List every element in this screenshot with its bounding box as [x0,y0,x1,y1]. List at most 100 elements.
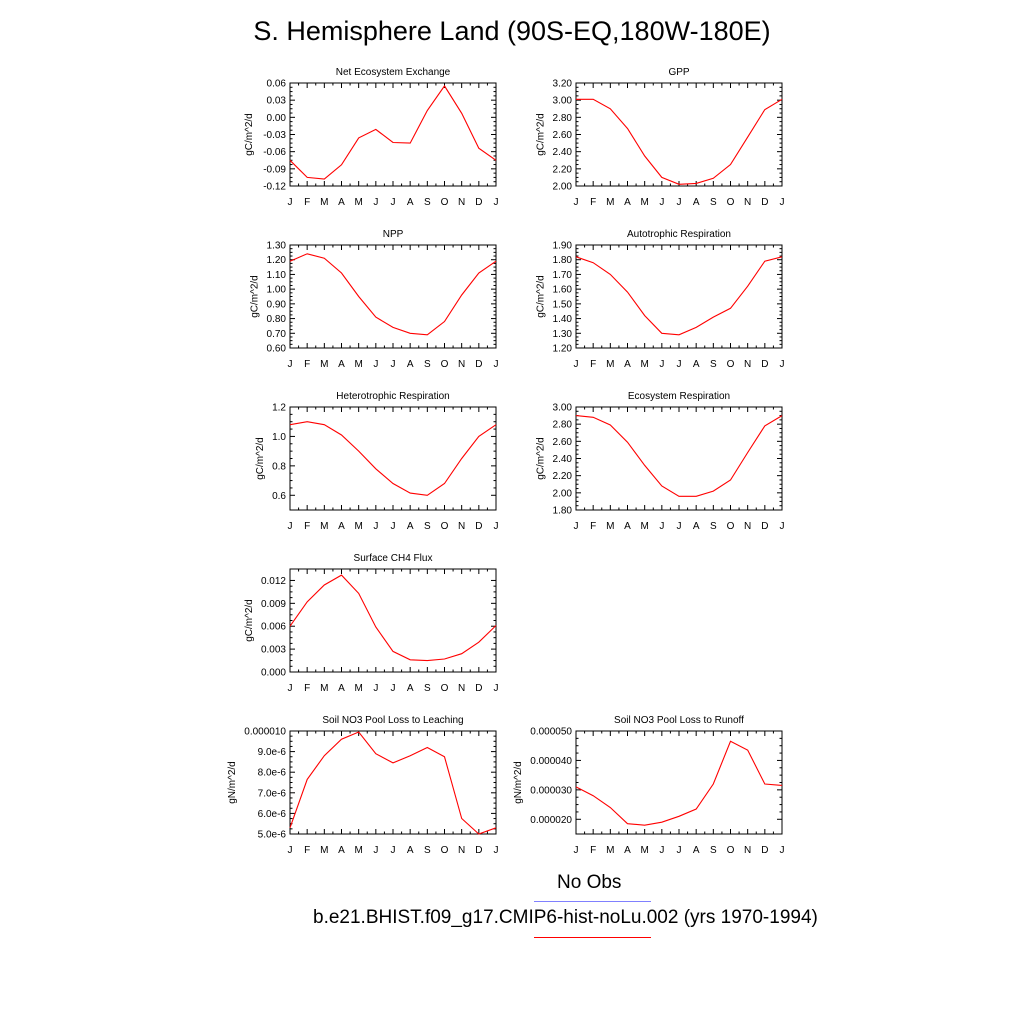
x-tick-label: J [677,521,682,532]
plot-frame [575,730,783,835]
x-tick-label: S [424,845,431,856]
x-tick-label: A [693,197,700,208]
x-tick-label: M [320,521,328,532]
x-tick-label: S [710,521,717,532]
x-tick-label: J [494,197,499,208]
x-tick-label: J [659,197,664,208]
x-tick-label: S [424,359,431,370]
y-tick-label: 1.20 [553,344,573,355]
y-tick-label: 3.00 [553,403,573,414]
y-axis-label: gN/m^2/d [227,761,238,804]
x-tick-label: S [710,197,717,208]
y-tick-label: 1.40 [553,314,573,325]
y-axis-label: gC/m^2/d [255,437,266,480]
x-tick-label: S [710,359,717,370]
series-line [576,98,783,185]
x-tick-label: J [677,359,682,370]
y-tick-label: 0.000010 [244,727,286,738]
x-tick-label: A [693,521,700,532]
x-tick-label: N [458,845,465,856]
x-tick-label: F [590,845,596,856]
y-tick-label: 1.0 [272,432,286,443]
y-tick-label: 0.000040 [530,756,572,767]
x-tick-label: J [373,521,378,532]
x-tick-label: A [338,521,345,532]
x-tick-label: J [391,197,396,208]
x-tick-label: J [780,521,785,532]
panel-title: Autotrophic Respiration [627,229,731,240]
y-tick-label: -0.03 [263,130,286,141]
series-line [575,256,783,336]
y-tick-label: 2.80 [553,113,573,124]
y-tick-label: 0.006 [261,622,286,633]
y-axis-label: gC/m^2/d [250,275,261,318]
plot-frame [289,406,497,511]
panel-title: Soil NO3 Pool Loss to Leaching [322,715,463,726]
y-tick-label: 2.40 [553,147,573,158]
y-tick-label: 0.000050 [530,727,572,738]
x-tick-label: A [693,845,700,856]
x-tick-label: O [727,521,735,532]
plot-frame [575,406,783,511]
plot-frame [289,244,497,349]
x-tick-label: J [288,521,293,532]
y-tick-label: -0.12 [263,182,286,193]
x-tick-label: M [640,359,648,370]
series-line [575,415,783,497]
y-tick-label: 2.00 [553,182,573,193]
y-tick-label: 0.000030 [530,785,572,796]
y-tick-label: 0.003 [261,645,286,656]
x-tick-label: F [304,683,310,694]
x-tick-label: J [288,197,293,208]
x-tick-label: M [606,845,614,856]
series-line [289,84,497,180]
x-tick-label: J [677,845,682,856]
y-tick-label: 1.10 [267,270,287,281]
y-tick-label: 0.03 [267,96,287,107]
panel-title: Net Ecosystem Exchange [336,67,451,78]
legend-run-line [534,937,651,938]
y-tick-label: 9.0e-6 [258,747,287,758]
x-tick-label: A [338,197,345,208]
x-tick-label: D [475,197,482,208]
x-tick-label: O [727,359,735,370]
panel-title: Ecosystem Respiration [628,391,730,402]
x-tick-label: F [590,197,596,208]
x-tick-label: M [606,197,614,208]
y-tick-label: 0.06 [267,79,287,90]
x-tick-label: J [391,683,396,694]
x-tick-label: J [288,359,293,370]
series-line [289,253,497,336]
plot-frame [575,244,783,349]
x-tick-label: J [494,845,499,856]
y-tick-label: 1.90 [553,241,573,252]
x-tick-label: J [574,359,579,370]
y-tick-label: 5.0e-6 [258,830,287,841]
y-tick-label: 3.20 [553,79,573,90]
x-tick-label: O [441,197,449,208]
y-tick-label: 1.50 [553,299,573,310]
x-tick-label: J [373,197,378,208]
y-tick-label: 1.20 [267,255,287,266]
x-tick-label: J [391,521,396,532]
x-tick-label: A [407,197,414,208]
x-tick-label: D [761,197,768,208]
x-tick-label: S [424,521,431,532]
x-tick-label: J [288,683,293,694]
y-axis-label: gC/m^2/d [536,113,547,156]
x-tick-label: J [288,845,293,856]
y-tick-label: 1.30 [267,241,287,252]
y-tick-label: 1.80 [553,255,573,266]
x-tick-label: N [744,521,751,532]
y-tick-label: 0.8 [272,461,286,472]
x-tick-label: D [761,359,768,370]
x-tick-label: M [354,197,362,208]
x-tick-label: J [574,197,579,208]
panel-title: GPP [668,67,689,78]
